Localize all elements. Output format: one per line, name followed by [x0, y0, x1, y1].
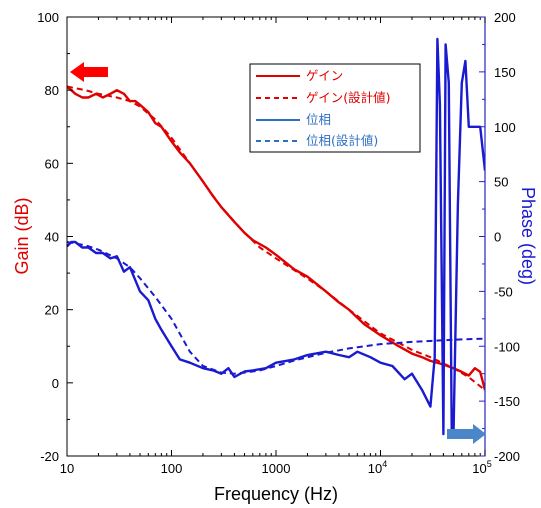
y-left-tick-label: 20: [45, 303, 59, 318]
y-left-tick-label: -20: [40, 449, 59, 464]
y-right-tick-label: -50: [494, 284, 513, 299]
y-right-tick-label: -200: [494, 449, 520, 464]
y-right-tick-label: 150: [494, 65, 516, 80]
series-line-3: [67, 241, 485, 375]
y-axis-left-label: Gain (dB): [12, 197, 32, 274]
y-left-tick-label: 100: [37, 10, 59, 25]
x-tick-label: 105: [472, 459, 491, 476]
ticks-layer: [66, 16, 486, 457]
y-right-tick-label: -150: [494, 394, 520, 409]
y-right-tick-label: 200: [494, 10, 516, 25]
series-layer: [67, 37, 485, 436]
x-axis-label: Frequency (Hz): [214, 484, 338, 504]
legend-label-gain-design: ゲイン(設計値): [306, 90, 391, 105]
legend-label-phase-design: 位相(設計値): [306, 133, 378, 148]
y-right-tick-label: -100: [494, 339, 520, 354]
y-axis-right-label: Phase (deg): [518, 187, 538, 285]
y-right-tick-label: 100: [494, 120, 516, 135]
gain-axis-arrow-icon: [70, 62, 108, 82]
y-left-tick-label: 80: [45, 83, 59, 98]
series-line-2: [67, 37, 485, 436]
y-left-tick-label: 0: [52, 376, 59, 391]
x-tick-label: 1000: [262, 461, 291, 476]
phase-axis-arrow-icon: [447, 424, 486, 444]
y-right-tick-label: 0: [494, 230, 501, 245]
legend-box: [249, 63, 421, 153]
y-left-tick-label: 40: [45, 230, 59, 245]
legend-label-gain: ゲイン: [306, 68, 343, 83]
y-left-tick-label: 60: [45, 156, 59, 171]
legend: ゲイン ゲイン(設計値) 位相 位相(設計値): [249, 63, 421, 153]
legend-label-phase: 位相: [306, 112, 331, 127]
x-tick-label: 104: [368, 459, 387, 476]
x-tick-label: 100: [161, 461, 183, 476]
labels-layer: 10 100 1000 104 105-20020406080100-200-150-1…: [37, 10, 520, 476]
x-tick-label: 10: [60, 461, 74, 476]
y-right-tick-label: 50: [494, 175, 508, 190]
series-line-1: [67, 85, 485, 391]
